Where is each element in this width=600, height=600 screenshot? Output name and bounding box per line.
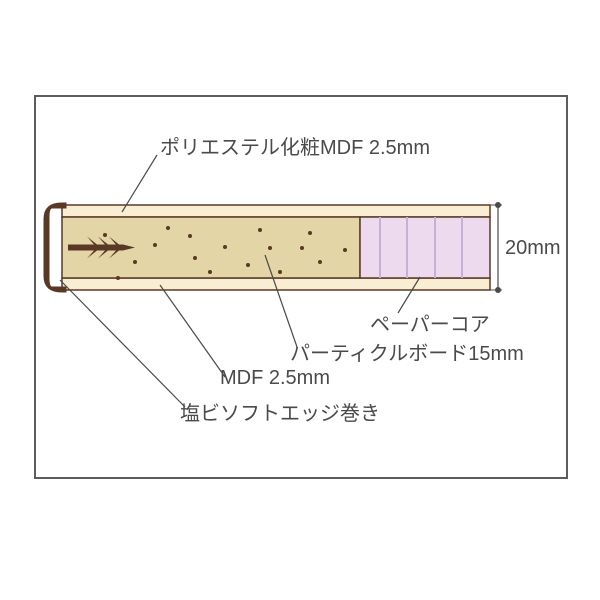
label-edge: 塩ビソフトエッジ巻き (180, 397, 380, 426)
diagram-svg (0, 0, 600, 600)
label-particle: パーティクルボード15mm (290, 337, 524, 366)
diagram-container: ポリエステル化粧MDF 2.5mm 20mm ペーパーコア パーティクルボード1… (0, 0, 600, 600)
label-mdf: MDF 2.5mm (220, 367, 330, 390)
label-top: ポリエステル化粧MDF 2.5mm (160, 131, 430, 160)
label-thickness: 20mm (505, 237, 561, 260)
label-paper-core: ペーパーコア (370, 308, 490, 337)
